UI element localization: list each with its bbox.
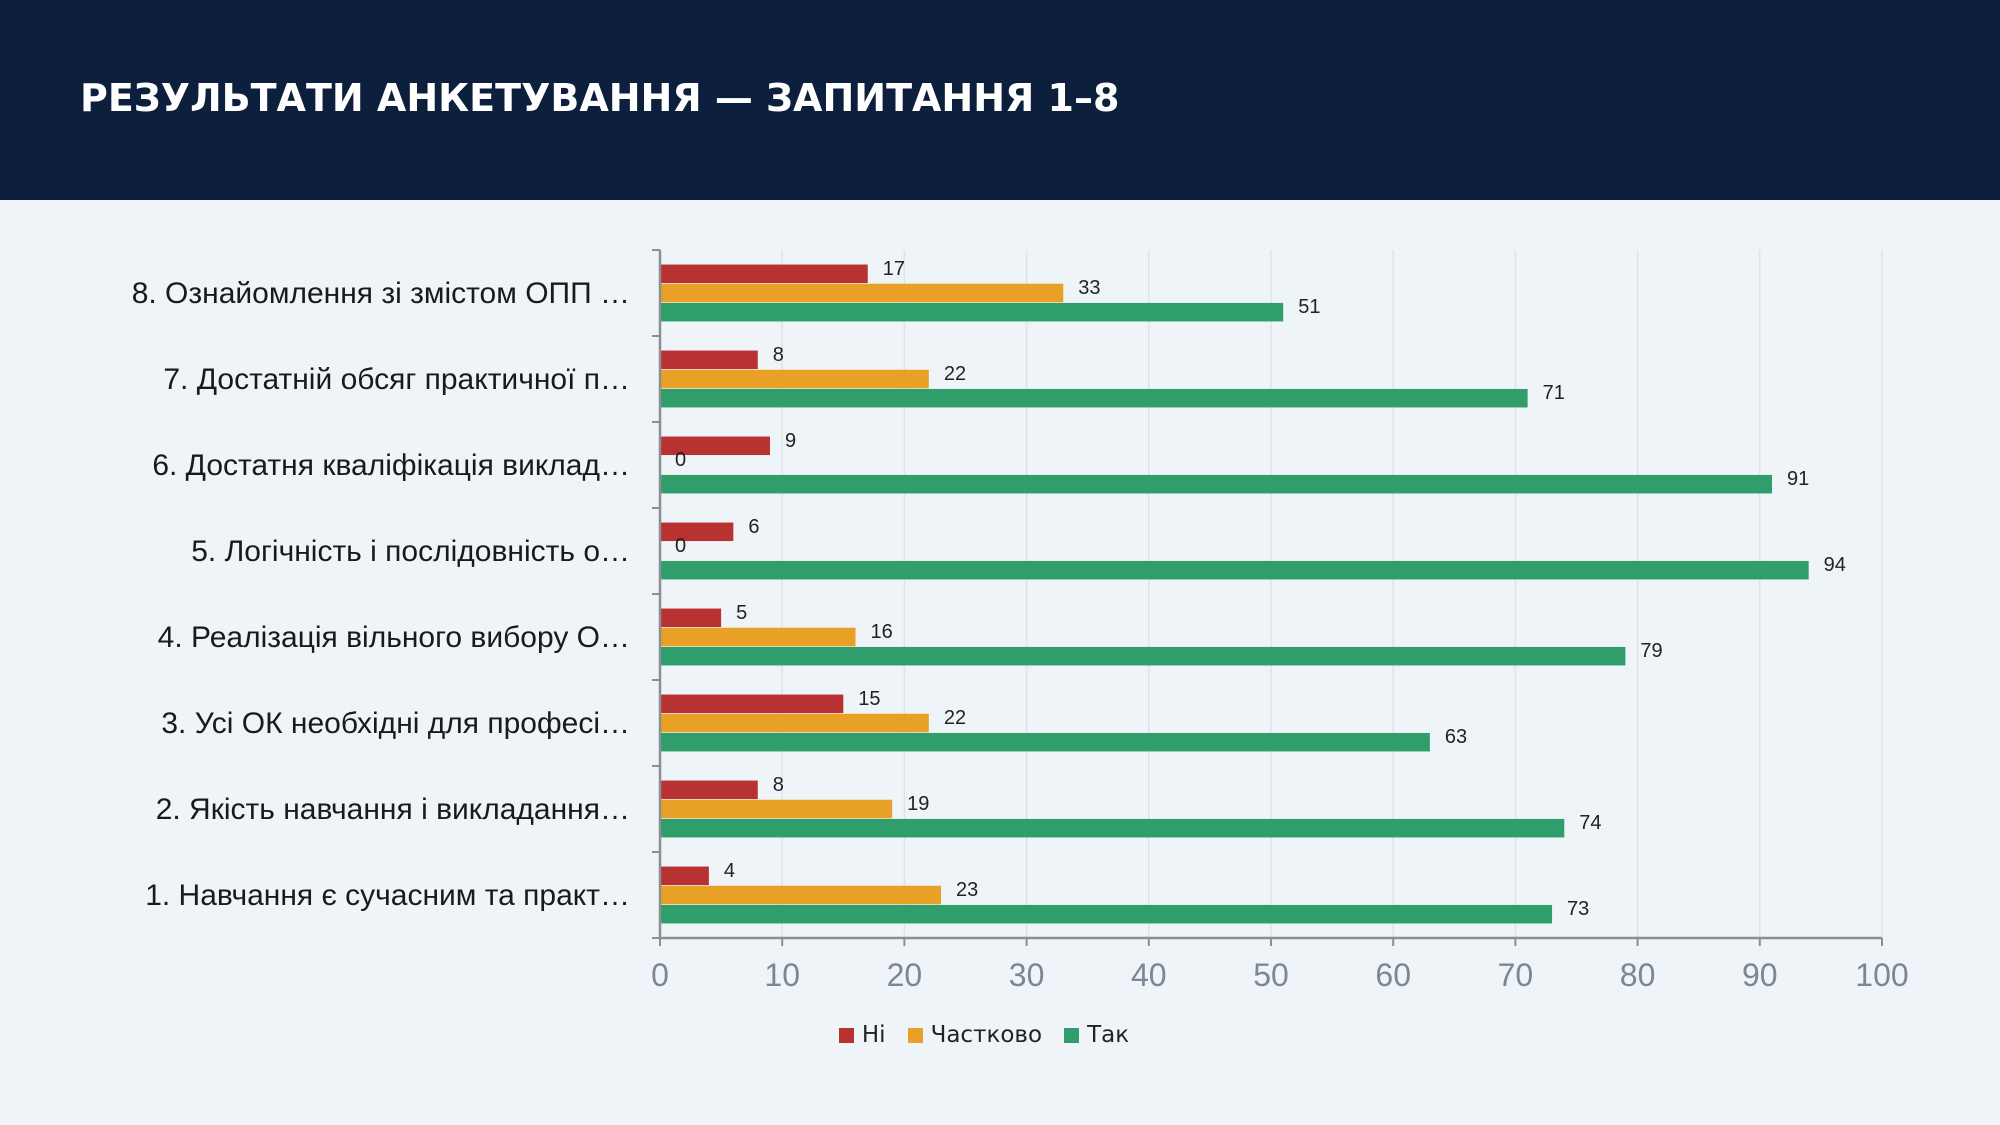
category-label: 5. Логічність і послідовність о… (191, 535, 630, 568)
data-label: 5 (736, 602, 747, 624)
bar-ni (660, 350, 758, 370)
data-label: 19 (907, 793, 929, 815)
legend-label: Ні (861, 1022, 886, 1048)
bar-chart: 17 33 51 8. Ознайомлення зі змістом ОПП … 8 2… (132, 249, 1909, 993)
bar-tak (660, 732, 1430, 752)
bar-ni (660, 780, 758, 800)
bar-ni (660, 608, 722, 628)
data-label: 6 (748, 516, 759, 538)
bar-tak (660, 818, 1565, 838)
bar-tak (660, 904, 1553, 924)
page-title: РЕЗУЛЬТАТИ АНКЕТУВАННЯ — ЗАПИТАННЯ 1–8 (80, 76, 1120, 120)
bar-tak (660, 560, 1809, 580)
bar-chastkovo (660, 283, 1064, 303)
x-tick-label: 100 (1855, 957, 1908, 993)
data-label: 73 (1567, 898, 1589, 920)
data-label: 22 (944, 707, 966, 729)
x-tick-label: 70 (1498, 957, 1534, 993)
bar-tak (660, 646, 1626, 666)
x-tick-label: 40 (1131, 957, 1167, 993)
data-label: 9 (785, 430, 796, 452)
legend-label: Так (1087, 1022, 1130, 1048)
data-label: 91 (1787, 468, 1809, 490)
bar-ni (660, 436, 770, 456)
data-label: 15 (858, 688, 880, 710)
data-label: 74 (1579, 812, 1601, 834)
data-label: 8 (773, 344, 784, 366)
legend-swatch (907, 1027, 923, 1043)
bar-chastkovo (660, 885, 942, 905)
x-tick-label: 10 (764, 957, 800, 993)
bar-tak (660, 388, 1528, 408)
data-label: 71 (1543, 382, 1565, 404)
category-label: 2. Якість навчання і викладання… (156, 793, 630, 826)
category-label: 4. Реалізація вільного вибору О… (158, 621, 630, 654)
bar-ni (660, 694, 844, 714)
x-tick-label: 80 (1620, 957, 1656, 993)
category-label: 1. Навчання є сучасним та практ… (145, 879, 630, 912)
data-label: 8 (773, 774, 784, 796)
x-tick-label: 50 (1253, 957, 1289, 993)
data-label: 23 (956, 879, 978, 901)
data-label: 79 (1640, 640, 1662, 662)
bar-chastkovo (660, 369, 929, 389)
x-tick-label: 90 (1742, 957, 1778, 993)
bar-ni (660, 866, 709, 886)
bar-chastkovo (660, 627, 856, 647)
header-bar: РЕЗУЛЬТАТИ АНКЕТУВАННЯ — ЗАПИТАННЯ 1–8 (0, 0, 2000, 200)
data-label: 0 (675, 535, 686, 557)
legend-label: Частково (930, 1022, 1043, 1048)
data-label: 22 (944, 363, 966, 385)
x-tick-label: 20 (887, 957, 923, 993)
data-label: 33 (1078, 277, 1100, 299)
bar-chastkovo (660, 799, 893, 819)
category-label: 6. Достатня кваліфікація виклад… (152, 449, 630, 482)
category-label: 7. Достатній обсяг практичної п… (163, 363, 630, 396)
data-label: 0 (675, 449, 686, 471)
data-label: 17 (883, 258, 905, 280)
bar-ni (660, 264, 868, 284)
chart-legend: Ні Частково Так (0, 1022, 2000, 1048)
legend-swatch (1064, 1027, 1080, 1043)
data-label: 94 (1824, 554, 1846, 576)
x-tick-label: 60 (1375, 957, 1411, 993)
category-label: 8. Ознайомлення зі змістом ОПП … (132, 277, 630, 310)
data-label: 63 (1445, 726, 1467, 748)
data-label: 4 (724, 860, 735, 882)
data-label: 51 (1298, 296, 1320, 318)
bar-tak (660, 474, 1773, 494)
x-tick-label: 30 (1009, 957, 1045, 993)
bar-tak (660, 302, 1284, 322)
legend-item: Частково (907, 1022, 1043, 1048)
legend-item: Так (1064, 1022, 1129, 1048)
x-tick-label: 0 (651, 957, 669, 993)
category-label: 3. Усі ОК необхідні для професі… (161, 707, 630, 740)
legend-swatch (838, 1027, 854, 1043)
legend-item: Ні (838, 1022, 886, 1048)
bar-chastkovo (660, 713, 929, 733)
bar-ni (660, 522, 734, 542)
data-label: 16 (871, 621, 893, 643)
